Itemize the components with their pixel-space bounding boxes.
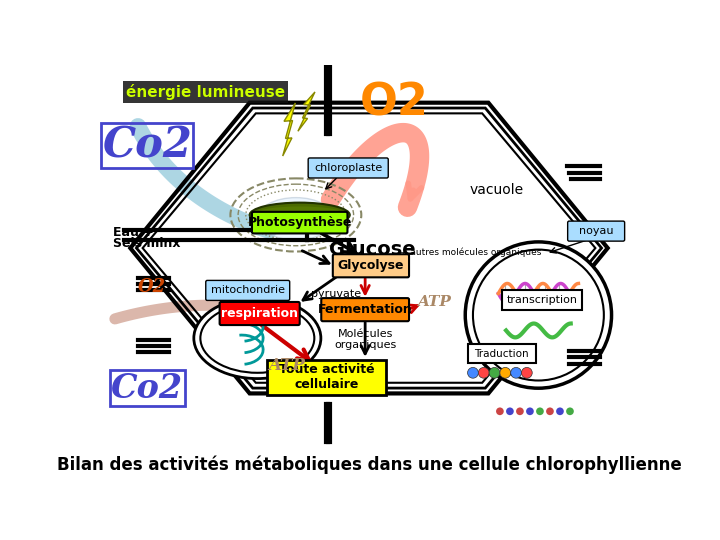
Circle shape <box>510 367 521 378</box>
Text: Bilan des activités métaboliques dans une cellule chlorophyllienne: Bilan des activités métaboliques dans un… <box>57 456 681 475</box>
Text: noyau: noyau <box>579 226 613 236</box>
Circle shape <box>500 367 510 378</box>
Text: énergie lumineuse: énergie lumineuse <box>126 84 285 100</box>
FancyBboxPatch shape <box>333 254 409 278</box>
Text: Photosynthèse: Photosynthèse <box>248 216 352 229</box>
Circle shape <box>536 408 544 415</box>
Circle shape <box>521 367 532 378</box>
FancyBboxPatch shape <box>503 291 582 310</box>
Text: Co2: Co2 <box>111 372 184 404</box>
Text: Eau +: Eau + <box>113 226 154 239</box>
Text: transcription: transcription <box>507 295 577 306</box>
Circle shape <box>496 408 504 415</box>
Text: Molécules
organiques: Molécules organiques <box>334 329 396 350</box>
Text: pyruvate: pyruvate <box>311 289 361 299</box>
Text: ATP: ATP <box>268 356 305 374</box>
Text: Toute activité
cellulaire: Toute activité cellulaire <box>279 363 374 392</box>
Text: Sels minx: Sels minx <box>113 237 181 250</box>
Text: Co2: Co2 <box>102 125 192 167</box>
Text: + autres molécules organiques: + autres molécules organiques <box>400 248 541 258</box>
Circle shape <box>506 408 514 415</box>
FancyBboxPatch shape <box>267 360 386 395</box>
FancyBboxPatch shape <box>220 302 300 325</box>
Text: Co2: Co2 <box>111 372 184 404</box>
Text: O2: O2 <box>360 82 429 125</box>
Polygon shape <box>283 103 295 156</box>
Ellipse shape <box>257 198 334 240</box>
Text: Fermentation: Fermentation <box>318 303 413 316</box>
Text: Glycolyse: Glycolyse <box>338 259 404 272</box>
FancyBboxPatch shape <box>467 345 536 363</box>
Circle shape <box>546 408 554 415</box>
FancyBboxPatch shape <box>308 158 388 178</box>
Circle shape <box>489 367 500 378</box>
FancyBboxPatch shape <box>252 212 348 233</box>
Text: ATP: ATP <box>418 295 451 309</box>
FancyBboxPatch shape <box>206 280 289 300</box>
FancyBboxPatch shape <box>567 221 625 241</box>
Ellipse shape <box>200 303 315 373</box>
Circle shape <box>467 367 478 378</box>
Ellipse shape <box>257 206 342 219</box>
Circle shape <box>566 408 574 415</box>
Text: O2: O2 <box>138 278 166 295</box>
Circle shape <box>516 408 523 415</box>
FancyBboxPatch shape <box>321 298 409 321</box>
Text: chloroplaste: chloroplaste <box>314 163 382 173</box>
Text: Glucose: Glucose <box>329 240 415 259</box>
Text: respiration: respiration <box>221 307 298 320</box>
Text: Traduction: Traduction <box>474 348 529 359</box>
Circle shape <box>473 249 604 381</box>
Ellipse shape <box>250 202 350 227</box>
Text: vacuole: vacuole <box>469 183 523 197</box>
Ellipse shape <box>194 298 321 379</box>
Text: énergie lumineuse: énergie lumineuse <box>126 84 285 100</box>
Polygon shape <box>298 92 315 131</box>
Circle shape <box>478 367 489 378</box>
Text: Co2: Co2 <box>102 125 192 167</box>
Circle shape <box>556 408 564 415</box>
Text: mitochondrie: mitochondrie <box>211 286 284 295</box>
Circle shape <box>465 242 611 388</box>
Circle shape <box>526 408 534 415</box>
